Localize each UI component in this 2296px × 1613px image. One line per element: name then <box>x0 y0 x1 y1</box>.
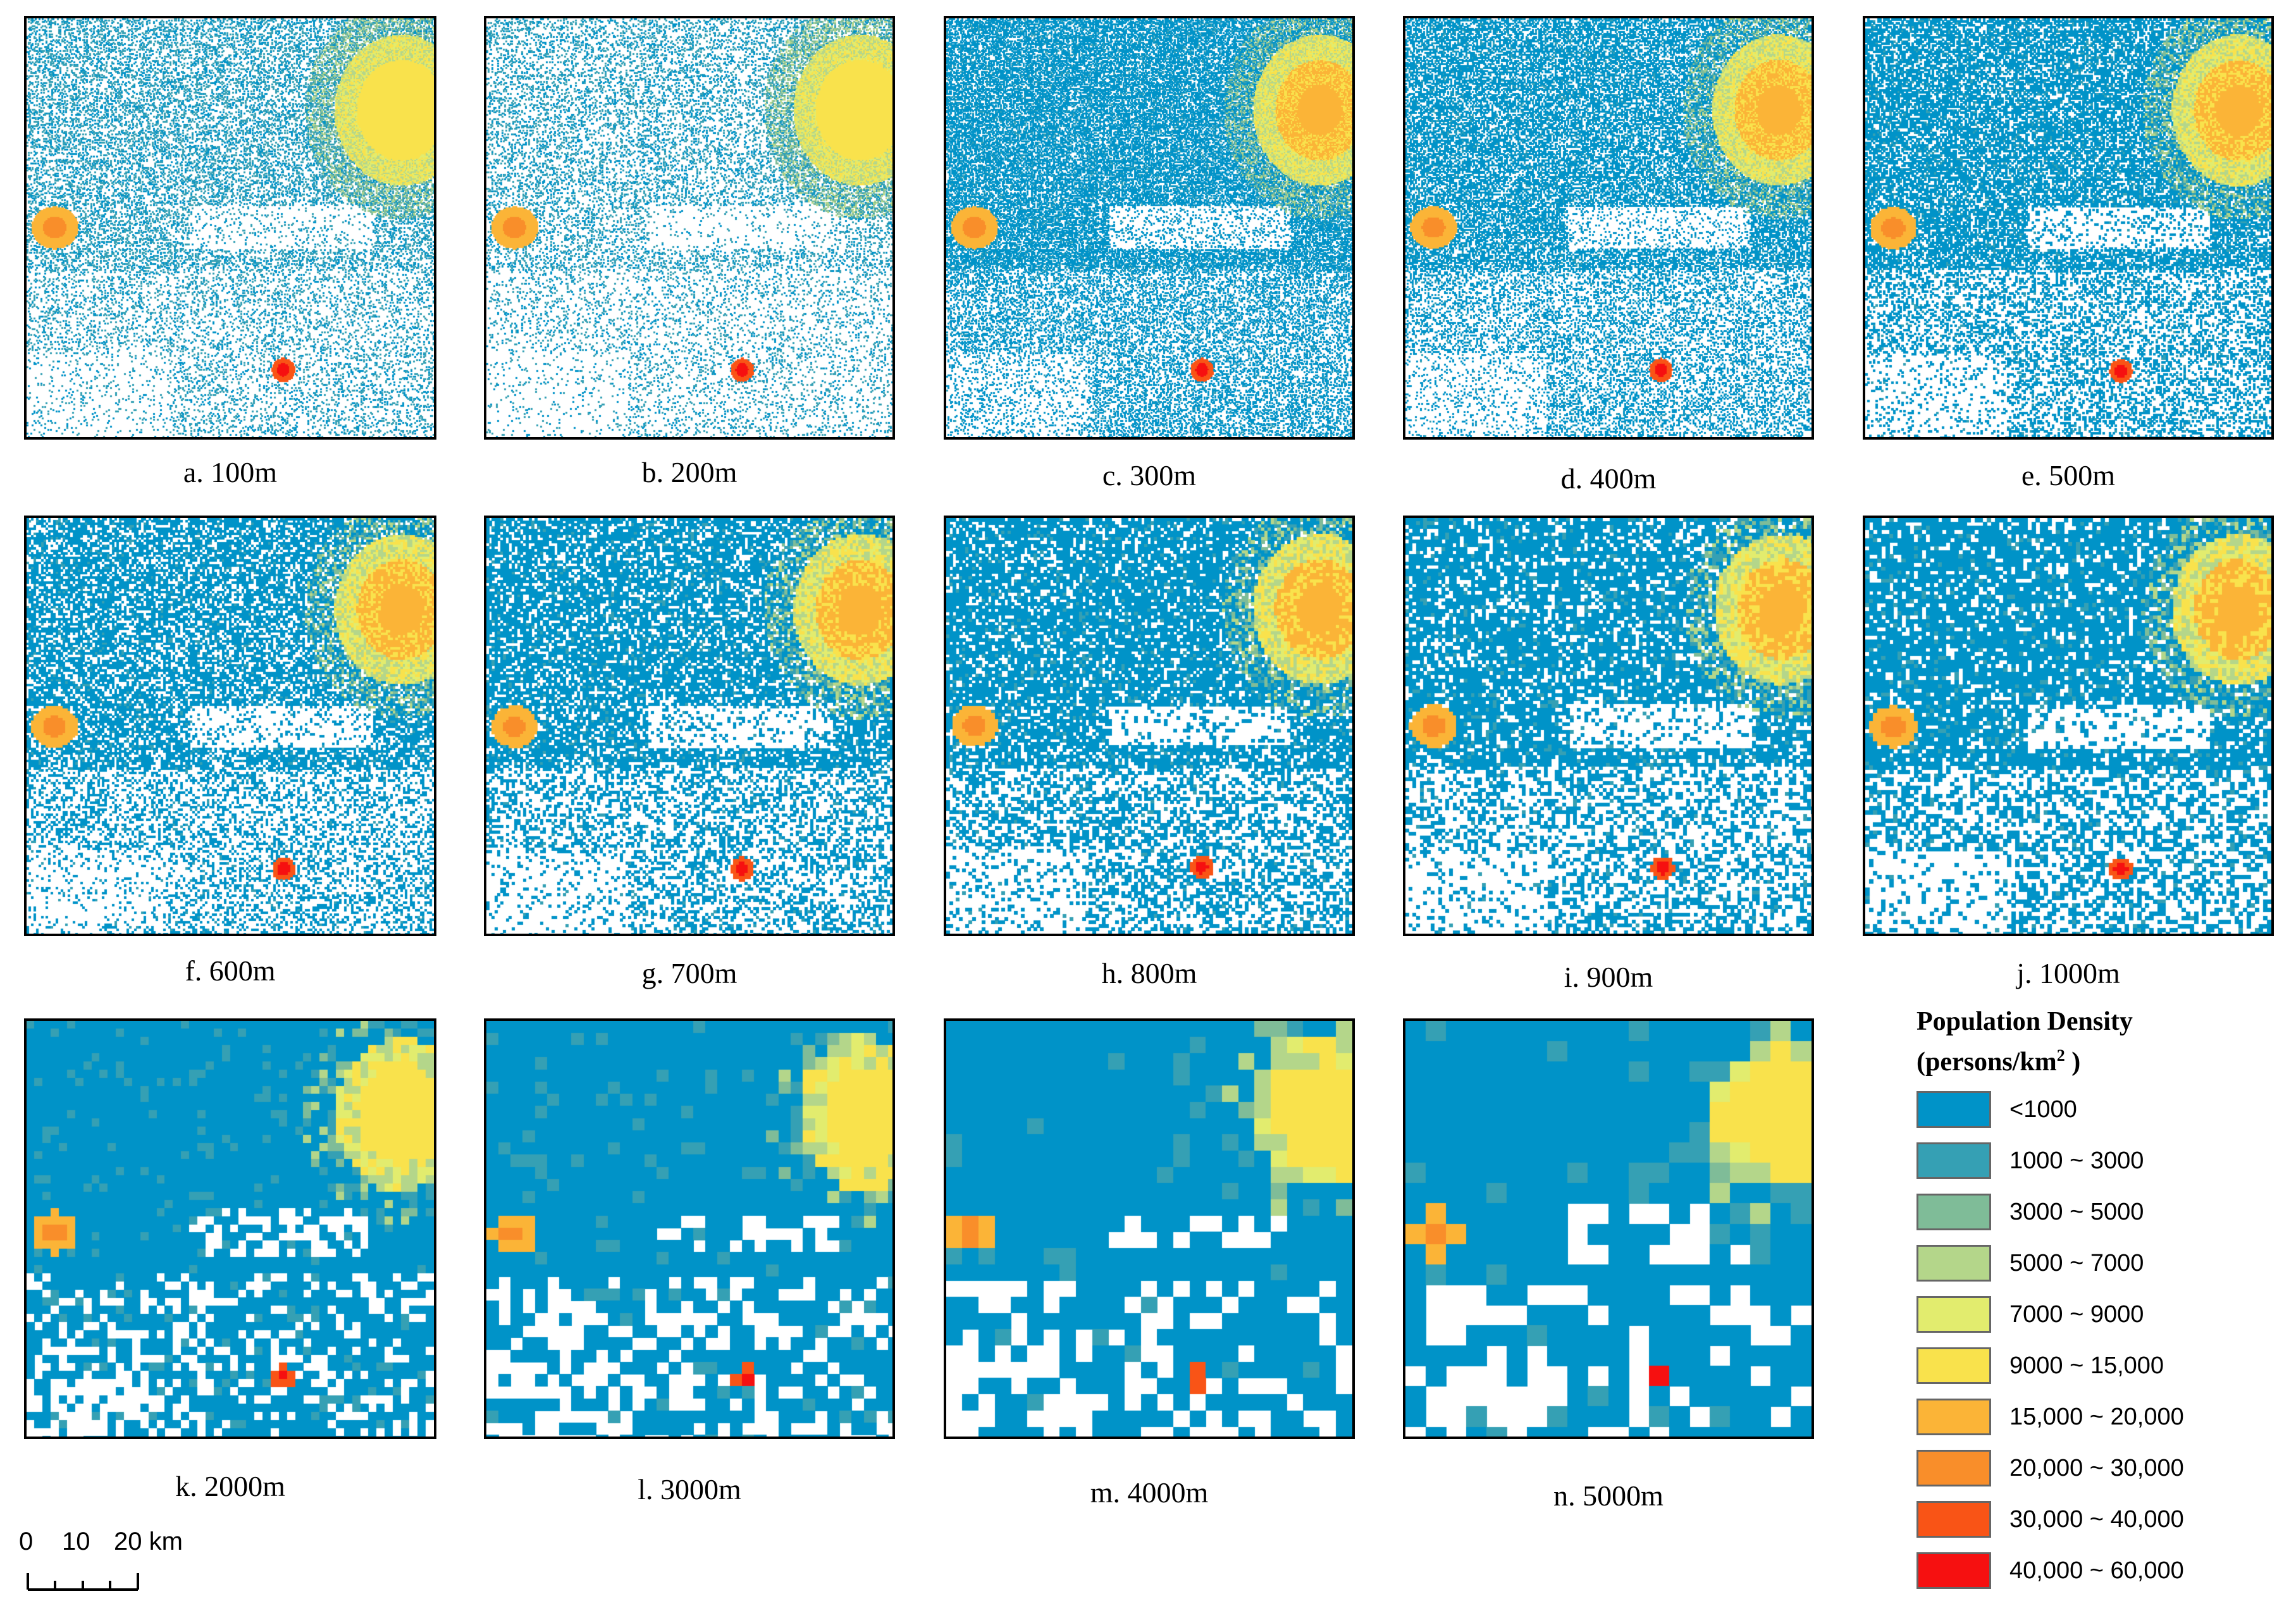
density-raster-g <box>486 518 892 934</box>
density-map-f <box>24 516 436 936</box>
legend-item: 9000 ~ 15,000 <box>1916 1347 2271 1387</box>
legend-swatch <box>1916 1501 1991 1538</box>
density-map-b <box>484 16 895 440</box>
density-map-e <box>1863 16 2274 440</box>
density-map-a <box>24 16 436 440</box>
density-raster-n <box>1405 1021 1811 1437</box>
map-panel-d: d. 400m <box>1403 16 1814 500</box>
legend-swatch <box>1916 1245 1991 1282</box>
density-raster-i <box>1405 518 1811 934</box>
legend-title-main: Population Density <box>1916 1007 2133 1036</box>
density-raster-e <box>1865 18 2271 437</box>
legend-label: 40,000 ~ 60,000 <box>2009 1557 2184 1584</box>
scale-label-0: 0 <box>19 1528 34 1555</box>
panel-caption-j: j. 1000m <box>2016 957 2120 989</box>
density-raster-j <box>1865 518 2271 934</box>
legend-item: 15,000 ~ 20,000 <box>1916 1399 2271 1438</box>
legend-label: 1000 ~ 3000 <box>2009 1147 2144 1174</box>
legend-swatch <box>1916 1142 1991 1179</box>
density-raster-b <box>486 18 892 437</box>
legend-item: 3000 ~ 5000 <box>1916 1194 2271 1233</box>
map-panel-k: k. 2000m <box>24 1018 436 1507</box>
density-map-n <box>1403 1018 1814 1439</box>
scale-bar-graphic <box>27 1573 139 1591</box>
panel-caption-k: k. 2000m <box>175 1470 285 1502</box>
legend-item: 30,000 ~ 40,000 <box>1916 1501 2271 1540</box>
legend-label: 5000 ~ 7000 <box>2009 1250 2144 1276</box>
map-panel-a: a. 100m <box>24 16 436 493</box>
legend-item: 40,000 ~ 60,000 <box>1916 1552 2271 1591</box>
density-map-m <box>944 1018 1355 1439</box>
legend-label: 9000 ~ 15,000 <box>2009 1352 2164 1379</box>
panel-caption-h: h. 800m <box>1101 957 1197 989</box>
panel-caption-n: n. 5000m <box>1553 1480 1663 1512</box>
legend-item: <1000 <box>1916 1091 2271 1130</box>
map-panel-h: h. 800m <box>944 516 1355 994</box>
panel-caption-c: c. 300m <box>1102 459 1197 491</box>
legend-swatch <box>1916 1450 1991 1486</box>
panel-caption-g: g. 700m <box>641 957 738 989</box>
panel-caption-l: l. 3000m <box>638 1473 741 1505</box>
density-map-i <box>1403 516 1814 936</box>
legend-swatch <box>1916 1399 1991 1435</box>
density-raster-k <box>27 1021 434 1437</box>
legend-label: <1000 <box>2009 1096 2077 1123</box>
density-map-h <box>944 516 1355 936</box>
density-raster-m <box>946 1021 1352 1437</box>
density-raster-a <box>27 18 434 437</box>
density-raster-h <box>946 518 1352 934</box>
map-panel-e: e. 500m <box>1863 16 2274 497</box>
legend-item: 20,000 ~ 30,000 <box>1916 1450 2271 1489</box>
scale-label-10: 10 <box>62 1528 90 1555</box>
map-panel-i: i. 900m <box>1403 516 1814 998</box>
map-panel-l: l. 3000m <box>484 1018 895 1511</box>
density-raster-c <box>946 18 1352 437</box>
panel-caption-a: a. 100m <box>183 456 278 488</box>
density-raster-d <box>1405 18 1811 437</box>
panel-caption-m: m. 4000m <box>1090 1476 1209 1509</box>
density-raster-f <box>27 518 434 934</box>
legend-swatch <box>1916 1552 1991 1589</box>
legend-swatch <box>1916 1194 1991 1230</box>
panel-caption-e: e. 500m <box>2021 459 2116 491</box>
panel-caption-f: f. 600m <box>185 955 276 987</box>
map-panel-m: m. 4000m <box>944 1018 1355 1514</box>
density-raster-l <box>486 1021 892 1437</box>
density-map-k <box>24 1018 436 1439</box>
legend-label: 15,000 ~ 20,000 <box>2009 1404 2184 1430</box>
map-panel-n: n. 5000m <box>1403 1018 1814 1517</box>
panel-caption-d: d. 400m <box>1560 462 1657 495</box>
map-panel-j: j. 1000m <box>1863 516 2274 994</box>
legend-swatch <box>1916 1091 1991 1128</box>
legend-item: 7000 ~ 9000 <box>1916 1296 2271 1335</box>
legend-label: 20,000 ~ 30,000 <box>2009 1455 2184 1481</box>
panel-caption-i: i. 900m <box>1564 961 1653 993</box>
density-map-j <box>1863 516 2274 936</box>
scale-bar: 0 10 20 km <box>13 1528 215 1597</box>
legend-label: 3000 ~ 5000 <box>2009 1199 2144 1225</box>
density-map-c <box>944 16 1355 440</box>
map-panel-c: c. 300m <box>944 16 1355 497</box>
map-panel-b: b. 200m <box>484 16 895 493</box>
legend-label: 30,000 ~ 40,000 <box>2009 1506 2184 1533</box>
legend-swatch <box>1916 1296 1991 1333</box>
legend-title-unit: (persons/km2 ) <box>1916 1046 2081 1077</box>
legend-item: 5000 ~ 7000 <box>1916 1245 2271 1284</box>
legend-title: Population Density (persons/km2 ) <box>1916 1004 2133 1079</box>
map-panel-f: f. 600m <box>24 516 436 992</box>
panel-caption-b: b. 200m <box>641 456 738 488</box>
map-panel-g: g. 700m <box>484 516 895 994</box>
legend-swatch <box>1916 1347 1991 1384</box>
legend-label: 7000 ~ 9000 <box>2009 1301 2144 1328</box>
legend: Population Density (persons/km2 ) <1000 1… <box>1885 999 2277 1600</box>
legend-item: 1000 ~ 3000 <box>1916 1142 2271 1182</box>
density-map-d <box>1403 16 1814 440</box>
density-map-l <box>484 1018 895 1439</box>
density-map-g <box>484 516 895 936</box>
scale-label-20-km: 20 km <box>114 1528 183 1555</box>
